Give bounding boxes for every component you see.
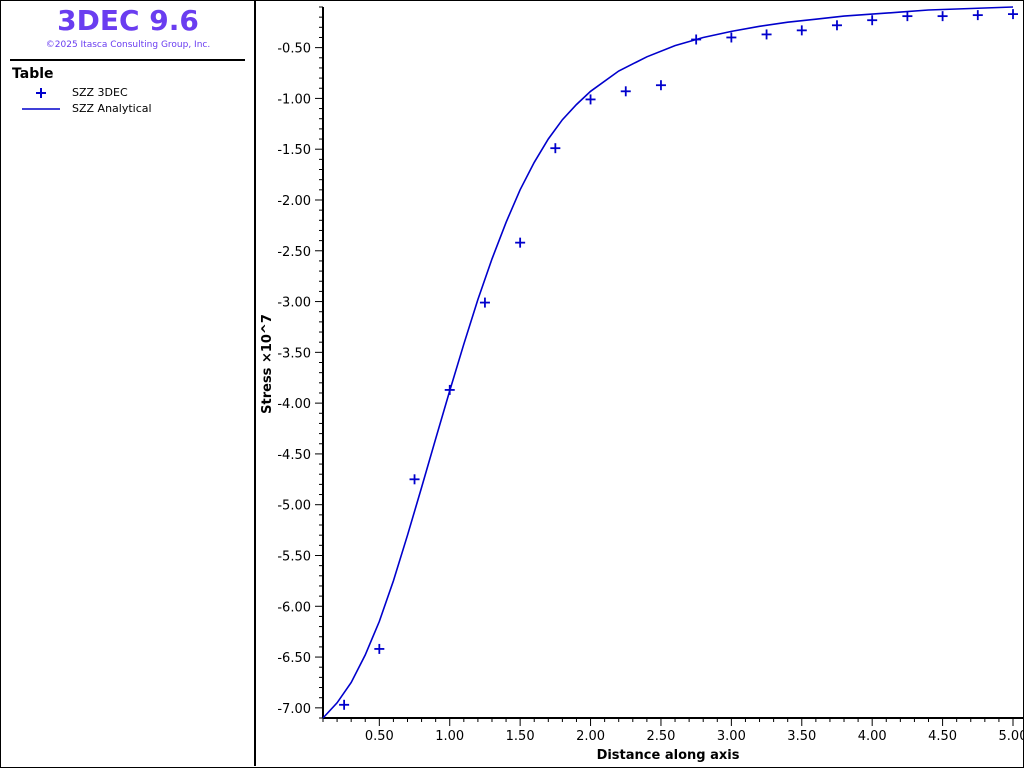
data-point — [339, 699, 350, 710]
axes — [322, 7, 1023, 719]
data-point — [937, 11, 948, 22]
line-swatch-icon — [22, 108, 60, 110]
y-tick-label: -5.00 — [277, 499, 311, 514]
x-axis-label: Distance along axis — [597, 748, 740, 763]
plus-marker-icon — [36, 88, 46, 98]
data-point — [726, 32, 737, 43]
data-point — [796, 25, 807, 36]
x-tick-label: 2.00 — [576, 729, 605, 744]
x-tick-label: 0.50 — [365, 729, 394, 744]
data-point — [1008, 9, 1018, 20]
data-point — [479, 297, 490, 308]
y-axis-label: Stress ×10^7 — [260, 314, 275, 414]
data-point — [867, 15, 878, 26]
x-tick-label: 1.00 — [435, 729, 464, 744]
legend-item-szz-3dec: SZZ 3DEC — [20, 85, 240, 101]
app-title: 3DEC 9.6 — [57, 4, 199, 37]
stress-chart: 0.50 1.00 1.50 2.00 2.50 3.00 3.50 4.00 4.50 5.00… — [260, 6, 1024, 763]
y-axis-ticks: -0.50 -1.00 -1.50 -2.00 -2.50 -3.00 -3.50 -4.00… — [277, 6, 323, 719]
data-point — [761, 29, 772, 40]
y-tick-label: -3.50 — [277, 346, 311, 361]
y-tick-label: -0.50 — [277, 42, 311, 57]
x-tick-label: 2.50 — [646, 729, 675, 744]
y-tick-label: -6.50 — [277, 651, 311, 666]
copyright-text: ©2025 Itasca Consulting Group, Inc. — [45, 40, 211, 50]
legend-label: SZZ Analytical — [72, 102, 152, 115]
data-point — [550, 143, 561, 154]
x-tick-label: 5.00 — [999, 729, 1023, 744]
y-tick-label: -4.00 — [277, 397, 311, 412]
y-tick-label: -5.50 — [277, 549, 311, 564]
series-szz-3dec — [339, 9, 1018, 710]
data-point — [655, 80, 666, 91]
data-point — [831, 20, 842, 31]
data-point — [374, 643, 385, 654]
y-tick-label: -1.00 — [277, 92, 311, 107]
y-tick-label: -4.50 — [277, 448, 311, 463]
x-tick-label: 1.50 — [506, 729, 535, 744]
data-point — [409, 474, 420, 485]
y-tick-label: -2.00 — [277, 194, 311, 209]
data-point — [902, 11, 913, 22]
legend-heading: Table — [12, 66, 54, 82]
x-tick-label: 3.00 — [717, 729, 746, 744]
y-tick-label: -1.50 — [277, 143, 311, 158]
legend-label: SZZ 3DEC — [72, 86, 128, 99]
x-axis-ticks: 0.50 1.00 1.50 2.00 2.50 3.00 3.50 4.00 4.50 5.00 — [322, 718, 1024, 744]
data-point — [585, 94, 596, 105]
x-tick-label: 4.00 — [858, 729, 887, 744]
data-point — [691, 34, 702, 45]
series-szz-analytical — [322, 6, 1014, 719]
y-tick-label: -7.00 — [277, 702, 311, 717]
legend-item-szz-analytical: SZZ Analytical — [20, 101, 240, 117]
x-tick-label: 4.50 — [928, 729, 957, 744]
title-divider — [10, 59, 245, 61]
analytical-curve — [322, 6, 1014, 719]
y-tick-label: -2.50 — [277, 245, 311, 260]
plot-area: 0.50 1.00 1.50 2.00 2.50 3.00 3.50 4.00 4.50 5.00… — [257, 0, 1024, 766]
y-tick-label: -6.00 — [277, 600, 311, 615]
data-point — [515, 237, 526, 248]
x-tick-label: 3.50 — [787, 729, 816, 744]
data-point — [620, 86, 631, 97]
data-point — [972, 10, 983, 21]
y-tick-label: -3.00 — [277, 296, 311, 311]
data-point — [444, 384, 455, 395]
legend-panel: 3DEC 9.6 ©2025 Itasca Consulting Group, … — [0, 0, 256, 766]
